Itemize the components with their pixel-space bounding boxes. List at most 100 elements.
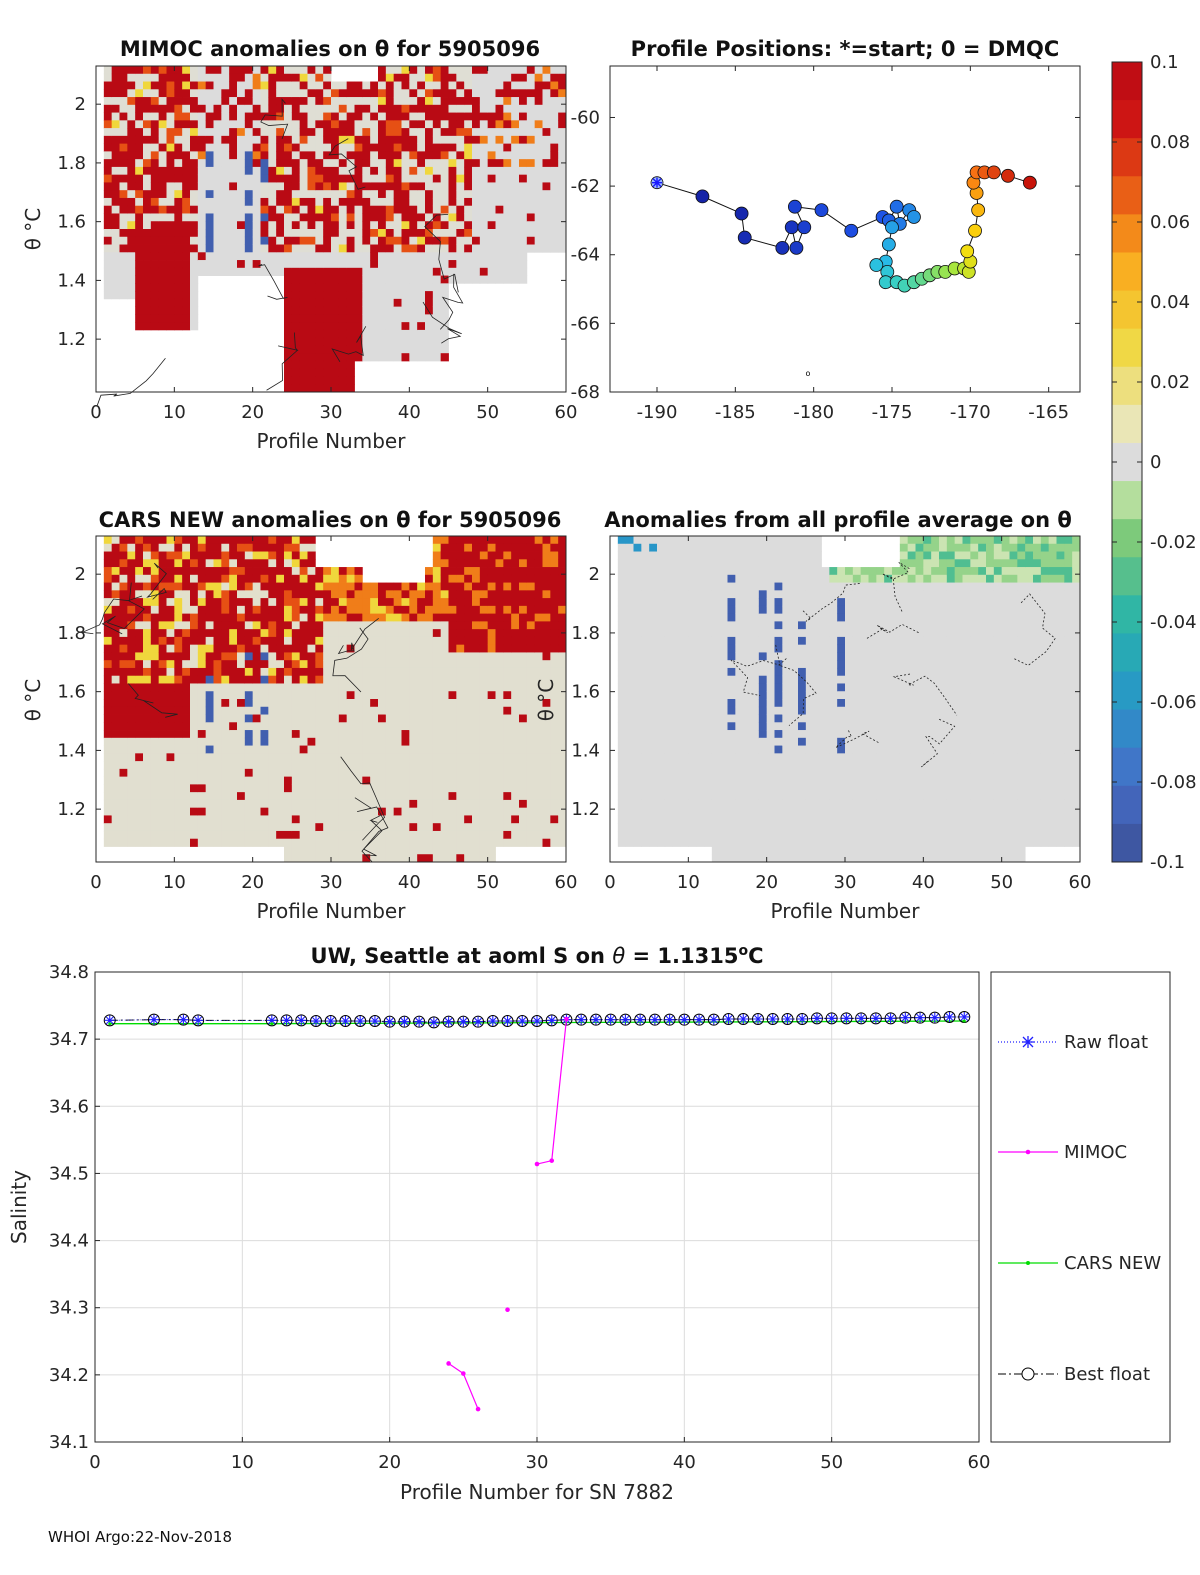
heatmap-cell: [197, 551, 207, 560]
heatmap-cell: [291, 691, 301, 700]
heatmap-cell: [401, 353, 410, 362]
heatmap-cell: [276, 236, 285, 245]
heatmap-cell: [221, 66, 230, 75]
heatmap-cell: [150, 104, 160, 113]
heatmap-cell: [511, 838, 520, 847]
heatmap-cell: [526, 815, 536, 824]
heatmap-cell: [103, 706, 113, 715]
heatmap-cell: [558, 551, 567, 560]
heatmap-cell: [166, 174, 175, 183]
heatmap-cell: [417, 314, 426, 323]
heatmap-cell: [511, 97, 520, 106]
heatmap-cell: [542, 621, 551, 630]
heatmap-cell: [519, 598, 528, 607]
mimoc-contours: [96, 98, 464, 406]
heatmap-cell: [135, 151, 144, 160]
heatmap-cell: [315, 368, 324, 377]
heatmap-cell: [119, 73, 128, 82]
heatmap-cell: [315, 128, 324, 137]
heatmap-cell: [550, 174, 559, 183]
heatmap-cell: [119, 753, 128, 762]
heatmap-cell: [127, 559, 136, 568]
heatmap-cell: [111, 120, 120, 129]
heatmap-cell: [401, 104, 410, 113]
heatmap-cell: [213, 598, 222, 607]
heatmap-cell: [150, 229, 160, 238]
heatmap-cell: [323, 151, 332, 160]
heatmap-cell: [190, 306, 199, 315]
heatmap-cell: [338, 590, 348, 599]
colorbar-segment: [1112, 214, 1142, 253]
heatmap-cell: [456, 768, 465, 778]
heatmap-cell: [432, 166, 442, 176]
heatmap-cell: [158, 691, 167, 700]
heatmap-cell: [440, 291, 449, 300]
heatmap-cell: [456, 582, 465, 591]
heatmap-cell: [315, 667, 324, 677]
heatmap-cell: [511, 784, 520, 793]
heatmap-cell: [393, 753, 402, 762]
heatmap-cell: [197, 66, 207, 75]
heatmap-cell: [197, 236, 207, 245]
heatmap-cell: [378, 776, 387, 785]
heatmap-cell: [362, 598, 371, 607]
heatmap-cell: [291, 823, 301, 832]
heatmap-cell: [299, 283, 308, 292]
heatmap-cell: [558, 768, 567, 778]
heatmap-cell: [464, 675, 473, 684]
heatmap-cell: [704, 598, 713, 607]
heatmap-cell: [519, 838, 528, 847]
heatmap-cell: [511, 252, 520, 261]
heatmap-cell: [401, 89, 410, 98]
heatmap-cell: [119, 683, 128, 692]
heatmap-cell: [291, 329, 301, 339]
heatmap-cell: [221, 644, 230, 653]
heatmap-cell: [182, 306, 191, 315]
heatmap-cell: [672, 629, 681, 638]
colorbar-tick-label: -0.1: [1150, 852, 1185, 873]
heatmap-cell: [229, 197, 238, 207]
cars-panel-title: CARS NEW anomalies on θ for 5905096: [99, 508, 562, 532]
heatmap-cell: [143, 275, 152, 284]
heatmap-cell: [213, 745, 222, 754]
heatmap-cell: [268, 543, 277, 552]
heatmap-cell: [244, 221, 254, 230]
heatmap-cell: [495, 174, 504, 183]
heatmap-cell: [479, 815, 489, 824]
heatmap-cell: [409, 283, 418, 292]
heatmap-cell: [534, 598, 543, 607]
heatmap-cell: [158, 66, 167, 75]
heatmap-cell: [542, 667, 551, 677]
heatmap-cell: [479, 166, 489, 176]
heatmap-cell: [221, 89, 230, 98]
heatmap-cell: [252, 582, 261, 591]
y-tick-label: 1.2: [57, 799, 86, 820]
heatmap-cell: [221, 197, 230, 207]
heatmap-cell: [487, 854, 496, 863]
heatmap-cell: [464, 598, 473, 607]
heatmap-cell: [291, 551, 301, 560]
heatmap-cell: [370, 768, 379, 778]
heatmap-cell: [307, 244, 316, 253]
heatmap-cell: [417, 190, 426, 199]
heatmap-cell: [425, 582, 434, 591]
heatmap-cell: [182, 221, 191, 230]
heatmap-cell: [362, 174, 371, 183]
heatmap-cell: [625, 792, 634, 801]
heatmap-cell: [354, 784, 363, 793]
heatmap-cell: [166, 667, 175, 677]
heatmap-cell: [649, 598, 658, 607]
heatmap-cell: [448, 236, 457, 245]
heatmap-cell: [315, 792, 324, 801]
heatmap-cell: [704, 574, 713, 583]
heatmap-cell: [657, 629, 666, 638]
heatmap-cell: [338, 784, 348, 793]
heatmap-cell: [550, 104, 559, 113]
heatmap-cell: [362, 753, 371, 762]
heatmap-cell: [487, 221, 496, 230]
heatmap-cell: [440, 244, 449, 253]
heatmap-cell: [362, 166, 371, 176]
heatmap-cell: [542, 652, 551, 661]
heatmap-cell: [166, 621, 175, 630]
heatmap-cell: [190, 159, 199, 168]
